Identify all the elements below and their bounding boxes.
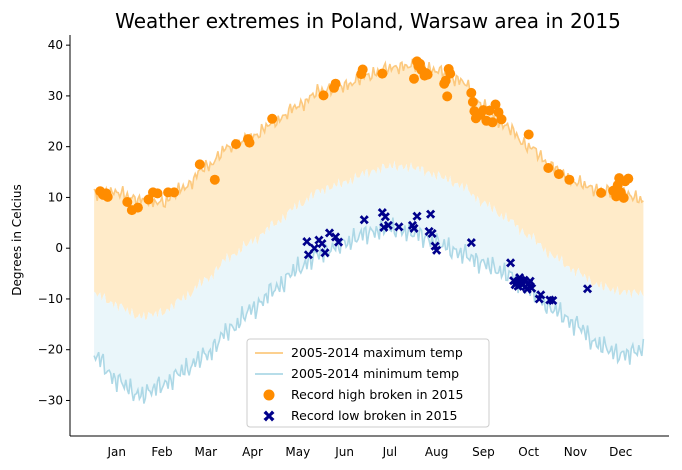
record-low-point xyxy=(309,243,320,253)
legend-high-label: Record high broken in 2015 xyxy=(291,387,463,402)
record-high-point xyxy=(209,174,220,185)
x-tick-label: Aug xyxy=(425,445,448,459)
x-tick-label: Jun xyxy=(334,445,354,459)
record-high-point xyxy=(523,129,534,140)
legend-min-label: 2005-2014 minimum temp xyxy=(291,366,459,381)
legend-low-marker xyxy=(263,410,275,422)
plot-area xyxy=(93,56,645,404)
x-tick-label: May xyxy=(285,445,310,459)
record-high-point xyxy=(564,174,575,185)
record-high-point xyxy=(442,91,453,102)
record-high-point xyxy=(330,78,341,89)
record-low-point xyxy=(320,248,330,258)
record-high-point xyxy=(231,139,241,150)
record-low-point xyxy=(303,250,313,260)
record-high-point xyxy=(440,75,451,86)
y-tick-label: 30 xyxy=(48,89,63,103)
x-ticks: Jan Feb Mar Apr May Jun Jul Aug Sep Oct Nov Dec xyxy=(107,445,633,459)
record-low-point xyxy=(548,295,558,306)
y-tick-label: −20 xyxy=(38,343,63,357)
y-tick-label: 10 xyxy=(48,190,63,204)
legend-box xyxy=(246,338,490,428)
record-high-point xyxy=(596,187,607,198)
record-high-point xyxy=(422,69,433,80)
record-low-point xyxy=(317,239,327,249)
record-low-point xyxy=(394,222,404,232)
max-temp-line xyxy=(93,58,644,208)
y-tick-label: −10 xyxy=(38,292,63,306)
y-tick-label: 20 xyxy=(48,140,63,154)
x-tick-label: Oct xyxy=(518,445,539,459)
record-high-point xyxy=(484,105,495,116)
record-high-point xyxy=(445,68,456,79)
axes: −30 −20 −10 0 10 20 30 40 Jan Feb Mar Apr May Jun Jul… xyxy=(38,35,669,459)
record-high-point xyxy=(122,197,133,207)
legend-high-marker xyxy=(263,389,275,401)
record-high-point xyxy=(357,64,368,75)
record-high-point xyxy=(487,117,498,128)
record-high-point xyxy=(543,163,554,173)
record-low-point xyxy=(427,228,437,239)
record-high-point xyxy=(490,99,501,110)
record-low-point xyxy=(383,220,393,230)
record-high-point xyxy=(194,159,205,170)
record-low-point xyxy=(505,258,516,268)
record-low-point xyxy=(412,211,422,221)
record-high-point xyxy=(618,192,629,203)
record-high-point xyxy=(466,87,477,98)
record-high-point xyxy=(409,73,419,84)
x-tick-label: Jan xyxy=(107,445,127,459)
record-high-points xyxy=(95,56,634,216)
record-low-point xyxy=(426,209,436,219)
y-axis-label: Degrees in Celcius xyxy=(10,184,24,295)
record-low-point xyxy=(330,232,341,242)
record-high-point xyxy=(623,173,634,184)
record-high-point xyxy=(553,169,564,180)
y-tick-label: 0 xyxy=(55,241,63,255)
record-low-points xyxy=(302,208,593,306)
max-temp-band xyxy=(94,58,644,321)
record-low-point xyxy=(582,284,593,294)
x-tick-label: Feb xyxy=(151,445,172,459)
min-temp-line xyxy=(93,217,645,404)
x-tick-label: Mar xyxy=(194,445,217,459)
y-tick-label: 40 xyxy=(48,38,63,52)
record-high-point xyxy=(169,187,180,198)
x-tick-label: Apr xyxy=(242,445,263,459)
x-tick-label: Sep xyxy=(472,445,495,459)
x-tick-label: Jul xyxy=(382,445,397,459)
record-high-point xyxy=(152,188,163,199)
record-high-point xyxy=(132,202,143,213)
min-temp-band xyxy=(94,160,644,404)
record-low-point xyxy=(379,222,389,232)
record-low-point xyxy=(409,223,419,233)
record-high-point xyxy=(496,114,507,125)
record-high-point xyxy=(267,113,278,124)
record-low-point xyxy=(302,236,312,247)
record-low-point xyxy=(527,283,537,293)
legend: 2005-2014 maximum temp 2005-2014 minimum… xyxy=(246,338,490,428)
chart-title: Weather extremes in Poland, Warsaw area … xyxy=(115,9,621,33)
record-high-point xyxy=(102,191,113,202)
record-low-point xyxy=(432,245,442,255)
record-high-point xyxy=(318,90,329,101)
record-high-point xyxy=(467,97,478,107)
y-tick-label: −30 xyxy=(38,393,63,407)
record-low-point xyxy=(466,238,476,248)
x-tick-label: Nov xyxy=(564,445,587,459)
record-low-point xyxy=(333,237,344,247)
record-high-point xyxy=(143,194,154,205)
legend-max-label: 2005-2014 maximum temp xyxy=(291,345,463,360)
record-low-point xyxy=(525,276,535,286)
record-high-point xyxy=(244,137,255,148)
record-low-point xyxy=(380,212,390,222)
record-high-point xyxy=(377,68,388,79)
legend-low-label: Record low broken in 2015 xyxy=(291,408,458,423)
x-tick-label: Dec xyxy=(609,445,632,459)
record-low-point xyxy=(359,215,369,225)
record-low-point xyxy=(536,290,546,300)
y-ticks: −30 −20 −10 0 10 20 30 40 xyxy=(38,38,70,407)
